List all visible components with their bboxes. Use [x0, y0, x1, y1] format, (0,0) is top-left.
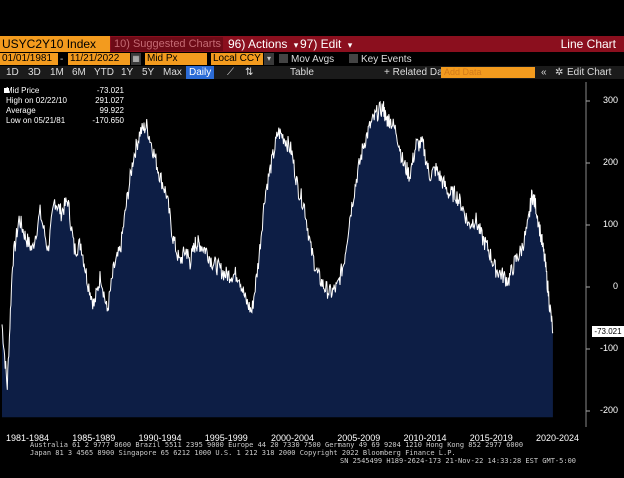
- legend-swatch: [4, 88, 9, 93]
- legend-value: -73.021: [96, 86, 124, 95]
- chevron-down-icon: ▾: [347, 40, 353, 50]
- calendar-icon[interactable]: ▦: [131, 53, 141, 65]
- legend-label: Mid Price: [6, 86, 40, 95]
- frequency-select[interactable]: Daily: [186, 66, 215, 79]
- range-separator: -: [60, 54, 64, 65]
- add-data-input[interactable]: Add Data: [441, 67, 535, 78]
- edit-chart-button[interactable]: Edit Chart: [567, 67, 612, 78]
- y-tick-label: 100: [602, 219, 618, 229]
- sort-icon[interactable]: ⇅: [245, 67, 254, 78]
- x-tick-label: 1990-1994: [138, 433, 182, 443]
- x-tick-label: 1995-1999: [204, 433, 248, 443]
- end-date-field[interactable]: 11/21/2022: [68, 53, 130, 65]
- chart-type-title: Line Chart: [560, 37, 616, 51]
- legend-row-high: High on 02/22/10 291.027: [6, 96, 124, 106]
- legend-label: Average: [6, 106, 36, 115]
- chart-plot-area: [1, 82, 590, 427]
- ticker-field[interactable]: USYC2Y10 Index: [0, 36, 110, 52]
- period-3d[interactable]: 3D: [28, 67, 41, 78]
- chevron-down-icon: ▾: [293, 40, 299, 50]
- period-1y[interactable]: 1Y: [121, 67, 134, 78]
- edit-menu[interactable]: 97) Edit ▾: [300, 36, 352, 52]
- legend-value: 291.027: [95, 96, 124, 105]
- edit-label: 97) Edit: [300, 37, 342, 51]
- y-tick-label: 300: [602, 95, 618, 105]
- key-events-label: Key Events: [361, 54, 412, 65]
- period-1m[interactable]: 1M: [50, 67, 64, 78]
- period-max[interactable]: Max: [163, 67, 182, 78]
- period-1d[interactable]: 1D: [6, 67, 19, 78]
- mov-avgs-label: Mov Avgs: [291, 54, 335, 65]
- field-select[interactable]: Mid Px: [145, 53, 207, 65]
- period-5y[interactable]: 5Y: [142, 67, 155, 78]
- last-value-label: -73.021: [592, 326, 624, 337]
- footer-line-1: Australia 61 2 9777 8600 Brazil 5511 239…: [30, 441, 524, 449]
- legend-label: High on 02/22/10: [6, 96, 67, 105]
- range-bar: 01/01/1981 - 11/21/2022 ▦ Mid Px Local C…: [0, 53, 624, 66]
- legend-label: Low on 05/21/81: [6, 116, 66, 125]
- x-tick-label: 2005-2009: [337, 433, 381, 443]
- start-date-field[interactable]: 01/01/1981: [0, 53, 58, 65]
- legend-row-low: Low on 05/21/81 -170.650: [6, 116, 124, 126]
- collapse-icon[interactable]: «: [541, 67, 547, 78]
- x-tick-label: 2010-2014: [403, 433, 447, 443]
- footer-line-3: SN 2545499 H189-2624-173 21-Nov-22 14:33…: [340, 457, 577, 465]
- suggested-charts-button[interactable]: 10) Suggested Charts: [111, 37, 223, 51]
- related-data-button[interactable]: + Related Dat: [384, 67, 446, 78]
- key-events-checkbox[interactable]: [349, 54, 358, 63]
- chevron-down-icon[interactable]: ▾: [264, 53, 274, 65]
- title-bar: USYC2Y10 Index 10) Suggested Charts 96) …: [0, 36, 624, 52]
- series-area: [2, 101, 553, 418]
- x-tick-label: 1981-1984: [6, 433, 50, 443]
- y-tick-label: 200: [602, 157, 618, 167]
- legend-row-mid: Mid Price -73.021: [6, 86, 124, 96]
- period-bar: 1D 3D 1M 6M YTD 1Y 5Y Max Daily ⟋ ⇅ Tabl…: [0, 66, 624, 79]
- x-tick-label: 2000-2004: [271, 433, 315, 443]
- gear-icon[interactable]: ✲: [555, 67, 564, 78]
- series-line: [1, 100, 554, 390]
- y-tick-label: 0: [612, 281, 618, 291]
- mov-avgs-checkbox[interactable]: [279, 54, 288, 63]
- currency-select[interactable]: Local CCY: [211, 53, 263, 65]
- period-6m[interactable]: 6M: [72, 67, 86, 78]
- line-style-icon[interactable]: ⟋: [227, 67, 234, 78]
- x-tick-label: 2015-2019: [469, 433, 513, 443]
- y-tick-label: -100: [599, 343, 618, 353]
- legend-row-average: Average 99.922: [6, 106, 124, 116]
- chart-legend: Mid Price -73.021 High on 02/22/10 291.0…: [6, 86, 124, 126]
- x-tick-label: 1985-1989: [72, 433, 116, 443]
- table-button[interactable]: Table: [290, 67, 314, 78]
- actions-label: 96) Actions: [228, 37, 288, 51]
- footer-line-2: Japan 81 3 4565 8900 Singapore 65 6212 1…: [30, 449, 456, 457]
- x-tick-label: 2020-2024: [536, 433, 580, 443]
- footer: Australia 61 2 9777 8600 Brazil 5511 239…: [0, 441, 624, 465]
- y-tick-label: -200: [599, 405, 618, 415]
- legend-value: -170.650: [92, 116, 124, 125]
- actions-menu[interactable]: 96) Actions ▾: [228, 36, 298, 52]
- legend-value: 99.922: [99, 106, 124, 115]
- period-ytd[interactable]: YTD: [94, 67, 114, 78]
